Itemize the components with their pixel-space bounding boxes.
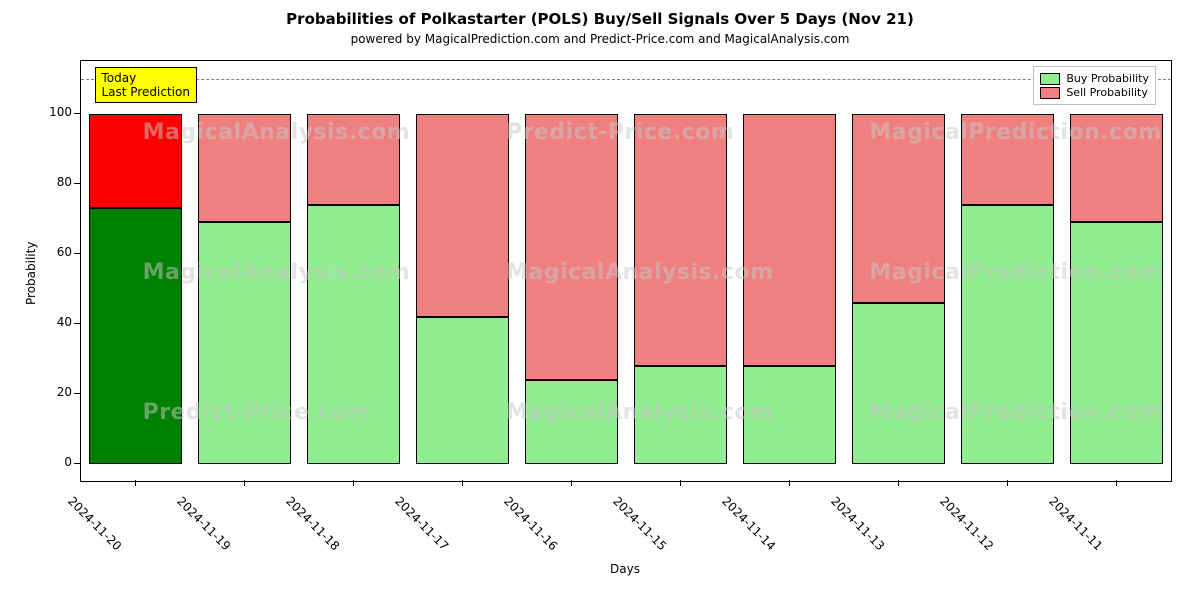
legend-swatch <box>1040 87 1060 99</box>
y-tick-mark <box>74 463 80 464</box>
x-tick-mark <box>680 480 681 486</box>
chart-subtitle: powered by MagicalPrediction.com and Pre… <box>0 32 1200 46</box>
bar-sell <box>89 114 182 209</box>
x-tick-mark <box>571 480 572 486</box>
y-tick-mark <box>74 113 80 114</box>
legend-item: Sell Probability <box>1040 86 1149 99</box>
x-tick-label: 2024-11-13 <box>828 494 887 553</box>
y-tick-label: 40 <box>32 315 72 329</box>
annotation-line: Last Prediction <box>102 85 190 99</box>
x-tick-mark <box>462 480 463 486</box>
x-tick-mark <box>244 480 245 486</box>
x-tick-mark <box>898 480 899 486</box>
bar-buy <box>961 205 1054 464</box>
bar-buy <box>307 205 400 464</box>
target-hline <box>81 79 1171 80</box>
x-tick-mark <box>135 480 136 486</box>
x-tick-label: 2024-11-15 <box>610 494 669 553</box>
x-tick-mark <box>1116 480 1117 486</box>
legend: Buy ProbabilitySell Probability <box>1033 66 1156 105</box>
x-tick-label: 2024-11-14 <box>719 494 778 553</box>
bar-sell <box>307 114 400 205</box>
x-axis-label: Days <box>80 562 1170 576</box>
bar-sell <box>1070 114 1163 223</box>
bar-buy <box>89 208 182 464</box>
y-tick-mark <box>74 393 80 394</box>
bar-sell <box>743 114 836 366</box>
bar-buy <box>743 366 836 464</box>
x-tick-label: 2024-11-20 <box>65 494 124 553</box>
bar-buy <box>198 222 291 464</box>
x-tick-label: 2024-11-11 <box>1046 494 1105 553</box>
legend-label: Buy Probability <box>1066 72 1149 85</box>
chart-title: Probabilities of Polkastarter (POLS) Buy… <box>0 10 1200 28</box>
bar-buy <box>416 317 509 464</box>
y-tick-label: 100 <box>32 105 72 119</box>
bar-sell <box>198 114 291 223</box>
legend-item: Buy Probability <box>1040 72 1149 85</box>
y-tick-mark <box>74 183 80 184</box>
bar-buy <box>525 380 618 464</box>
legend-label: Sell Probability <box>1066 86 1148 99</box>
figure: Probabilities of Polkastarter (POLS) Buy… <box>0 0 1200 600</box>
y-tick-label: 0 <box>32 455 72 469</box>
x-tick-label: 2024-11-19 <box>174 494 233 553</box>
bar-sell <box>852 114 945 303</box>
plot-area: MagicalAnalysis.comPredict-Price.comMagi… <box>80 60 1172 482</box>
bar-buy <box>1070 222 1163 464</box>
bar-buy <box>634 366 727 464</box>
x-tick-mark <box>1007 480 1008 486</box>
bar-sell <box>416 114 509 317</box>
bar-sell <box>961 114 1054 205</box>
today-annotation: TodayLast Prediction <box>95 67 197 104</box>
bar-sell <box>525 114 618 380</box>
y-tick-mark <box>74 323 80 324</box>
bar-buy <box>852 303 945 464</box>
x-tick-mark <box>789 480 790 486</box>
y-tick-label: 60 <box>32 245 72 259</box>
x-tick-label: 2024-11-16 <box>501 494 560 553</box>
annotation-line: Today <box>102 71 190 85</box>
x-tick-label: 2024-11-17 <box>392 494 451 553</box>
y-tick-label: 80 <box>32 175 72 189</box>
x-tick-label: 2024-11-12 <box>937 494 996 553</box>
y-tick-mark <box>74 253 80 254</box>
bar-sell <box>634 114 727 366</box>
legend-swatch <box>1040 73 1060 85</box>
x-tick-label: 2024-11-18 <box>283 494 342 553</box>
y-tick-label: 20 <box>32 385 72 399</box>
x-tick-mark <box>353 480 354 486</box>
